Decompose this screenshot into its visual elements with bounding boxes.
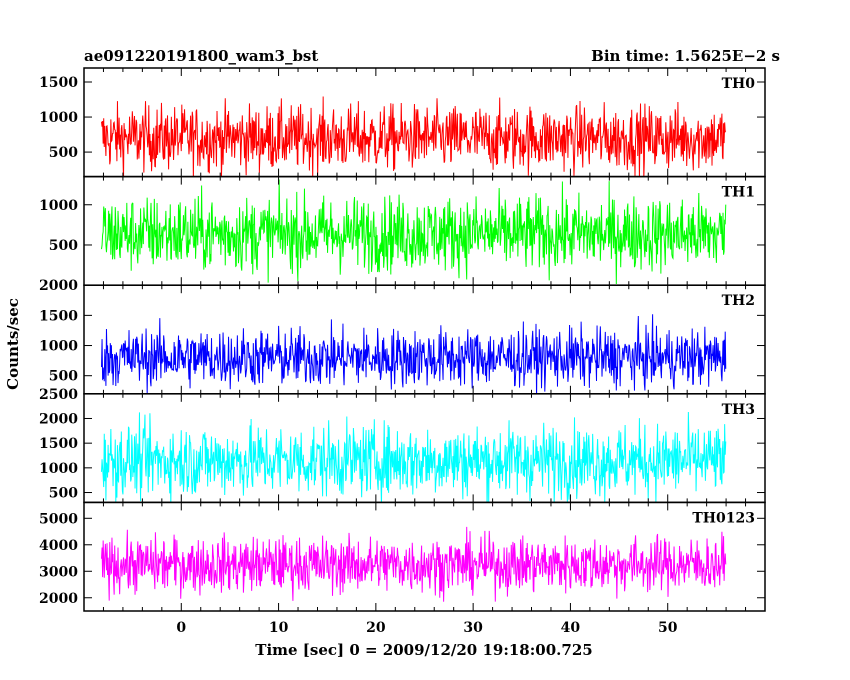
series-line-th3 [101,411,727,503]
y-tick-label: 1500 [39,75,78,91]
x-tick-label: 50 [658,620,678,636]
panels-group: TH050010001500TH15001000TH25001000150020… [39,67,766,636]
x-tick-label: 20 [366,620,386,636]
x-tick-label: 30 [463,620,483,636]
y-axis-label: Counts/sec [4,298,22,390]
panel-label-th2: TH2 [722,293,755,309]
panel-frame-th0123 [83,501,766,612]
y-tick-label: 1500 [39,308,78,324]
y-tick-label: 1000 [39,461,78,477]
panel-label-th1: TH1 [722,185,755,201]
x-axis-label: Time [sec] 0 = 2009/12/20 19:18:00.725 [255,641,592,659]
y-tick-label: 2500 [39,387,78,403]
x-tick-label: 10 [269,620,289,636]
y-tick-label: 5000 [39,511,78,527]
series-line-th0 [101,96,727,177]
panel-frame-th2 [83,284,766,395]
y-tick-label: 1500 [39,436,78,452]
y-tick-label: 1000 [39,198,78,214]
y-tick-label: 4000 [39,538,78,554]
y-tick-label: 3000 [39,564,78,580]
y-tick-label: 1000 [39,339,78,355]
y-tick-label: 2000 [39,591,78,607]
x-tick-label: 0 [176,620,186,636]
y-tick-label: 500 [49,238,78,254]
y-tick-label: 500 [49,369,78,385]
series-line-th0123 [101,526,727,602]
y-tick-label: 500 [49,486,78,502]
y-tick-label: 2000 [39,278,78,294]
panel-label-th0123: TH0123 [692,510,755,526]
y-tick-label: 500 [49,145,78,161]
panel-label-th0: TH0 [722,76,756,92]
bin-time-label: Bin time: 1.5625E−2 s [591,47,780,65]
y-tick-label: 2000 [39,411,78,427]
series-line-th1 [101,179,727,284]
x-tick-label: 40 [561,620,581,636]
series-line-th2 [101,314,727,394]
panel-label-th3: TH3 [722,402,755,418]
y-tick-label: 1000 [39,110,78,126]
chart-title: ae091220191800_wam3_bst [84,47,318,65]
